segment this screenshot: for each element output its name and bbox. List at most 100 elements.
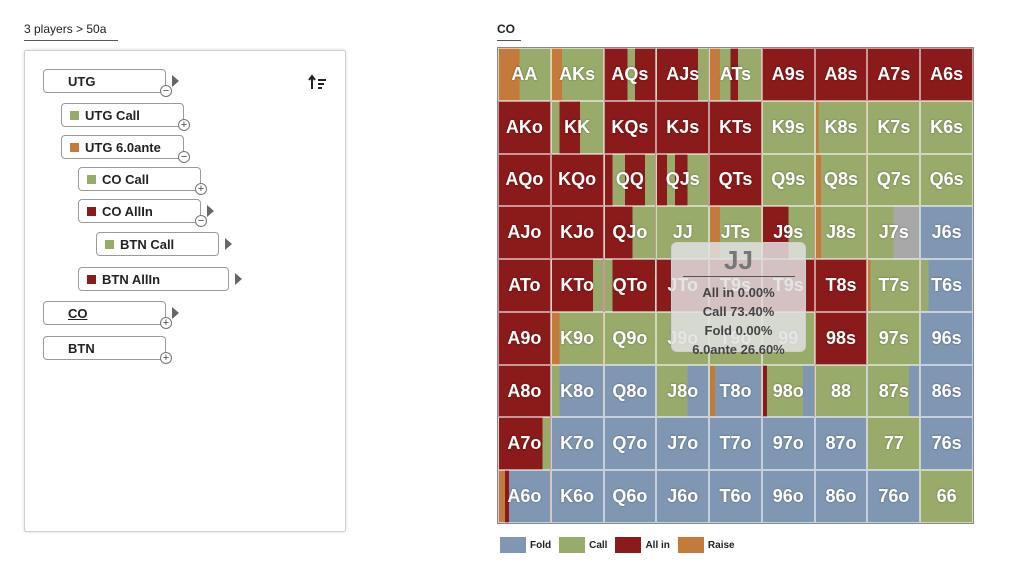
hand-cell-ato[interactable]: ATo	[498, 259, 551, 312]
hand-cell-q8o[interactable]: Q8o	[603, 364, 657, 418]
hand-cell-a8s[interactable]: A8s	[814, 48, 868, 101]
hand-cell-a7o[interactable]: A7o	[498, 417, 551, 471]
hand-cell-k8s[interactable]: K8s	[814, 100, 868, 154]
hand-cell-ajo[interactable]: AJo	[498, 206, 551, 260]
collapse-minus-icon[interactable]: −	[178, 151, 190, 163]
hand-cell-96o[interactable]: 96o	[761, 470, 815, 523]
hand-cell-k7o[interactable]: K7o	[550, 417, 604, 471]
hand-cell-kjo[interactable]: KJo	[550, 206, 604, 260]
collapse-minus-icon[interactable]: −	[160, 85, 172, 97]
hand-cell-ako[interactable]: AKo	[498, 100, 551, 154]
hand-cell-k7s[interactable]: K7s	[867, 100, 921, 154]
hand-cell-76o[interactable]: 76o	[867, 470, 921, 523]
hand-cell-q8s[interactable]: Q8s	[814, 153, 868, 207]
hand-cell-kts[interactable]: KTs	[709, 100, 762, 154]
hand-cell-a9s[interactable]: A9s	[761, 48, 815, 101]
tree-node-co-call[interactable]: CO Call	[78, 167, 201, 191]
hand-cell-a8o[interactable]: A8o	[498, 364, 551, 418]
hand-cell-t8o[interactable]: T8o	[709, 364, 762, 418]
hand-cell-aqs[interactable]: AQs	[603, 48, 657, 101]
hand-cell-t6o[interactable]: T6o	[709, 470, 762, 523]
expand-arrow-icon[interactable]	[207, 205, 214, 217]
expand-plus-icon[interactable]: +	[178, 119, 190, 131]
hand-cell-86o[interactable]: 86o	[814, 470, 868, 523]
hand-cell-87o[interactable]: 87o	[814, 417, 868, 471]
hand-cell-97o[interactable]: 97o	[761, 417, 815, 471]
expand-arrow-icon[interactable]	[225, 238, 232, 250]
expand-plus-icon[interactable]: +	[160, 352, 172, 364]
hand-cell-t8s[interactable]: T8s	[814, 259, 868, 312]
hand-cell-87s[interactable]: 87s	[867, 364, 921, 418]
hand-cell-aa[interactable]: AA	[498, 48, 551, 101]
hand-cell-aqo[interactable]: AQo	[498, 153, 551, 207]
hand-cell-a6s[interactable]: A6s	[920, 48, 973, 101]
hand-cell-98o[interactable]: 98o	[761, 364, 815, 418]
hand-label: KQo	[558, 169, 597, 190]
hand-cell-j8s[interactable]: J8s	[814, 206, 868, 260]
hand-cell-kqs[interactable]: KQs	[603, 100, 657, 154]
hand-cell-k6s[interactable]: K6s	[920, 100, 973, 154]
sort-icon[interactable]	[308, 73, 328, 93]
expand-plus-icon[interactable]: +	[195, 183, 207, 195]
tree-node-utg[interactable]: UTG	[43, 69, 166, 93]
hand-cell-kto[interactable]: KTo	[550, 259, 604, 312]
breadcrumb[interactable]: 3 players > 50a	[24, 22, 107, 36]
hand-cell-76s[interactable]: 76s	[920, 417, 973, 471]
hand-cell-qts[interactable]: QTs	[709, 153, 762, 207]
hand-cell-97s[interactable]: 97s	[867, 311, 921, 365]
hand-cell-qjo[interactable]: QJo	[603, 206, 657, 260]
expand-plus-icon[interactable]: +	[160, 317, 172, 329]
expand-arrow-icon[interactable]	[172, 307, 179, 319]
hand-cell-k9s[interactable]: K9s	[761, 100, 815, 154]
hand-cell-j6s[interactable]: J6s	[920, 206, 973, 260]
hand-cell-98s[interactable]: 98s	[814, 311, 868, 365]
hand-cell-a6o[interactable]: A6o	[498, 470, 551, 523]
tree-node-btn-call[interactable]: BTN Call	[96, 232, 219, 256]
hand-cell-j7s[interactable]: J7s	[867, 206, 921, 260]
hand-cell-qjs[interactable]: QJs	[656, 153, 710, 207]
hand-cell-kqo[interactable]: KQo	[550, 153, 604, 207]
tree-node-co-allin[interactable]: CO AllIn	[78, 199, 201, 223]
hand-cell-k9o[interactable]: K9o	[550, 311, 604, 365]
hand-cell-t7o[interactable]: T7o	[709, 417, 762, 471]
expand-arrow-icon[interactable]	[172, 75, 179, 87]
hand-cell-a7s[interactable]: A7s	[867, 48, 921, 101]
hand-cell-kjs[interactable]: KJs	[656, 100, 710, 154]
hand-cell-k8o[interactable]: K8o	[550, 364, 604, 418]
hand-cell-ats[interactable]: ATs	[709, 48, 762, 101]
tree-node-btn-allin[interactable]: BTN AllIn	[78, 267, 229, 291]
hand-cell-k6o[interactable]: K6o	[550, 470, 604, 523]
hand-label: J7o	[667, 433, 699, 454]
hand-cell-j8o[interactable]: J8o	[656, 364, 710, 418]
hand-label: A7o	[507, 433, 542, 454]
tree-node-co[interactable]: CO	[43, 301, 166, 325]
tree-node-utg-6-0ante[interactable]: UTG 6.0ante	[61, 135, 184, 159]
hand-cell-ajs[interactable]: AJs	[656, 48, 710, 101]
hand-cell-q7o[interactable]: Q7o	[603, 417, 657, 471]
hand-cell-q9o[interactable]: Q9o	[603, 311, 657, 365]
hand-cell-j7o[interactable]: J7o	[656, 417, 710, 471]
hand-cell-qto[interactable]: QTo	[603, 259, 657, 312]
hand-cell-t7s[interactable]: T7s	[867, 259, 921, 312]
hand-cell-86s[interactable]: 86s	[920, 364, 973, 418]
tree-node-label: UTG	[68, 73, 96, 89]
hand-cell-kk[interactable]: KK	[550, 100, 604, 154]
hand-cell-a9o[interactable]: A9o	[498, 311, 551, 365]
hand-cell-96s[interactable]: 96s	[920, 311, 973, 365]
hand-cell-q6o[interactable]: Q6o	[603, 470, 657, 523]
hand-cell-88[interactable]: 88	[814, 364, 868, 418]
hand-cell-q6s[interactable]: Q6s	[920, 153, 973, 207]
legend-label: Call	[589, 539, 608, 551]
hand-cell-66[interactable]: 66	[920, 470, 973, 523]
hand-cell-qq[interactable]: QQ	[603, 153, 657, 207]
expand-arrow-icon[interactable]	[235, 273, 242, 285]
hand-cell-77[interactable]: 77	[867, 417, 921, 471]
hand-cell-j6o[interactable]: J6o	[656, 470, 710, 523]
hand-cell-aks[interactable]: AKs	[550, 48, 604, 101]
tree-node-btn[interactable]: BTN	[43, 336, 166, 360]
tree-node-utg-call[interactable]: UTG Call	[61, 103, 184, 127]
collapse-minus-icon[interactable]: −	[195, 215, 207, 227]
hand-cell-q9s[interactable]: Q9s	[761, 153, 815, 207]
hand-cell-t6s[interactable]: T6s	[920, 259, 973, 312]
hand-cell-q7s[interactable]: Q7s	[867, 153, 921, 207]
